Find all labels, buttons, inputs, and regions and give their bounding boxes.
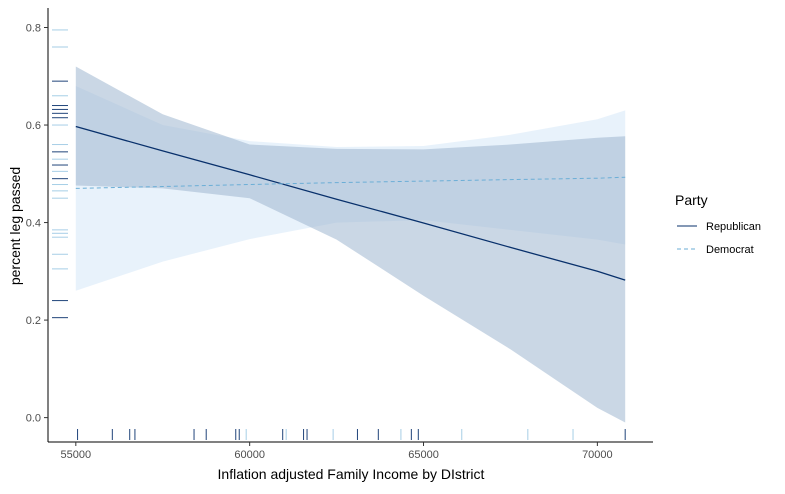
legend-label-democrat: Democrat — [706, 244, 754, 256]
series-line-republican — [75, 125, 626, 281]
legend-title: Party — [675, 192, 708, 208]
legend: Party Republican Democrat — [675, 192, 761, 256]
axes — [44, 8, 653, 446]
y-tick-label: 0.4 — [26, 218, 41, 230]
series-lines — [75, 125, 626, 281]
x-tick-label: 55000 — [61, 449, 92, 461]
legend-label-republican: Republican — [706, 221, 761, 233]
series-line-democrat — [75, 176, 626, 189]
confidence-bands — [75, 66, 626, 423]
tick-labels: 0.0 0.2 0.4 0.6 0.8 55000 60000 65000 70000 — [26, 23, 613, 461]
y-tick-label: 0.0 — [26, 413, 41, 425]
x-tick-label: 60000 — [234, 449, 265, 461]
x-tick-label: 65000 — [408, 449, 439, 461]
rug-marks — [52, 29, 626, 440]
y-axis-title: percent leg passed — [7, 167, 23, 285]
y-tick-label: 0.2 — [26, 315, 41, 327]
x-tick-label: 70000 — [582, 449, 613, 461]
y-tick-label: 0.8 — [26, 23, 41, 35]
y-tick-label: 0.6 — [26, 120, 41, 132]
confidence-band-republican — [75, 66, 626, 423]
x-axis-title: Inflation adjusted Family Income by DIst… — [218, 466, 485, 482]
